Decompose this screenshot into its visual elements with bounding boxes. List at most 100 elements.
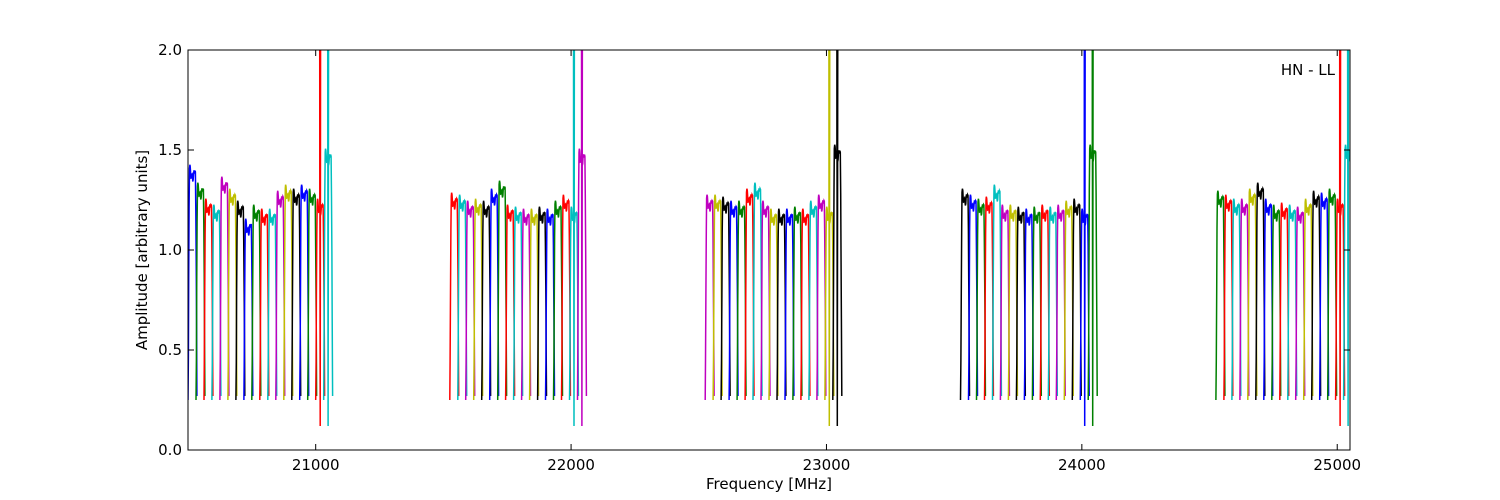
channel-line	[792, 206, 803, 401]
channel-line	[259, 208, 270, 401]
channel-line	[512, 206, 524, 401]
channel-line	[1334, 50, 1346, 427]
channel-line	[1071, 198, 1082, 401]
channel-line	[760, 200, 771, 401]
channel-line	[728, 200, 739, 401]
channel-line	[704, 194, 715, 401]
channel-line	[1279, 202, 1290, 401]
channel-line	[967, 194, 979, 401]
channel-line	[251, 204, 262, 401]
channel-line	[1079, 50, 1090, 427]
channel-line	[306, 188, 318, 401]
channel-line	[1055, 204, 1066, 401]
channel-line	[235, 200, 246, 401]
channel-line	[203, 198, 214, 401]
channel-line	[1231, 198, 1242, 401]
channel-line	[1223, 194, 1234, 401]
channel-line	[1326, 188, 1338, 401]
channel-line	[1318, 192, 1330, 401]
chart-annotation: HN - LL	[1281, 61, 1336, 79]
channel-line	[552, 200, 564, 401]
channel-line	[1287, 204, 1298, 401]
channel-line	[983, 196, 995, 401]
channel-line	[808, 200, 819, 401]
tick-layer: 21000 22000 23000 24000 25000 0.0 0.5 1.0 1.5 2.0	[158, 41, 1361, 474]
channel-line	[1239, 198, 1250, 401]
y-axis-label: Amplitude [arbitrary units]	[133, 150, 151, 350]
channel-line	[227, 188, 238, 401]
channel-line	[736, 200, 747, 401]
channel-line	[243, 218, 254, 401]
channel-line	[211, 204, 222, 401]
channel-line	[1215, 190, 1226, 401]
subband-group	[188, 50, 334, 427]
channel-line	[536, 206, 548, 401]
channel-line	[576, 50, 588, 427]
channel-line	[712, 194, 723, 401]
channel-line	[784, 208, 795, 401]
channel-line	[1023, 208, 1035, 401]
channel-line	[1255, 182, 1266, 401]
channel-line	[1271, 204, 1282, 401]
channel-line	[720, 196, 731, 401]
channel-line	[1039, 204, 1051, 401]
x-tick-label: 22000	[547, 456, 595, 474]
y-tick-label: 1.5	[158, 141, 182, 159]
channel-line	[1031, 206, 1043, 401]
channel-line	[1063, 200, 1074, 401]
channel-line	[283, 184, 294, 401]
channel-line	[568, 50, 580, 427]
channel-line	[1015, 206, 1027, 401]
channel-line	[1263, 198, 1274, 401]
subband-group	[449, 50, 588, 427]
channel-line	[275, 190, 286, 401]
y-tick-label: 2.0	[158, 41, 182, 59]
channel-line	[816, 194, 827, 401]
channel-line	[1047, 206, 1059, 401]
channel-line	[1007, 204, 1019, 401]
channel-line	[291, 188, 302, 401]
channel-line	[496, 180, 508, 401]
subband-group	[959, 50, 1098, 427]
channel-line	[1310, 190, 1322, 401]
channel-line	[457, 194, 468, 401]
x-axis-label: Frequency [MHz]	[706, 475, 832, 493]
channel-line	[219, 176, 230, 401]
y-tick-label: 0.0	[158, 441, 182, 459]
channel-line	[528, 208, 540, 401]
subband-group	[704, 50, 843, 427]
channel-line	[560, 194, 572, 401]
channel-line	[267, 208, 278, 401]
y-tick-label: 1.0	[158, 241, 182, 259]
subband-group	[1215, 50, 1350, 427]
channel-line	[1247, 188, 1258, 401]
x-tick-label: 21000	[292, 456, 340, 474]
channel-line	[999, 204, 1011, 401]
channel-line	[975, 198, 987, 401]
channel-line	[298, 184, 310, 401]
channel-line	[449, 192, 460, 401]
x-tick-label: 23000	[803, 456, 851, 474]
channel-line	[472, 198, 484, 401]
channel-line	[991, 184, 1003, 401]
y-tick-label: 0.5	[158, 341, 182, 359]
x-tick-label: 25000	[1313, 456, 1361, 474]
series-layer	[188, 50, 1350, 427]
channel-line	[768, 208, 779, 401]
channel-line	[752, 182, 763, 401]
channel-line	[1294, 206, 1306, 401]
channel-line	[744, 188, 755, 401]
channel-line	[314, 50, 326, 427]
channel-line	[800, 208, 811, 401]
channel-line	[1342, 50, 1350, 427]
channel-line	[1302, 198, 1314, 401]
channel-line	[195, 182, 206, 401]
channel-line	[488, 188, 500, 401]
channel-line	[188, 164, 198, 401]
channel-line	[322, 50, 334, 427]
channel-line	[959, 188, 971, 401]
x-tick-label: 24000	[1058, 456, 1106, 474]
channel-line	[464, 200, 476, 401]
